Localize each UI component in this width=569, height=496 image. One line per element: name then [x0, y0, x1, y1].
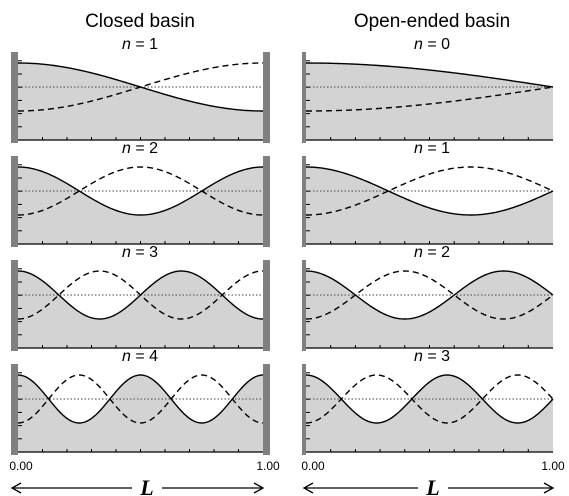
mode-symbol: n [122, 348, 131, 365]
mode-value: = 4 [131, 348, 158, 365]
surface-dashed-line [306, 86, 554, 112]
closed-mode-label: n = 2 [122, 140, 158, 157]
right-wall [263, 156, 270, 247]
mode-value: = 3 [423, 348, 450, 365]
closed-axis-start-label: 0.00 [9, 459, 33, 473]
mode-symbol: n [122, 140, 131, 157]
open-mode-label: n = 3 [414, 348, 450, 365]
open-mode-label: n = 2 [414, 244, 450, 261]
water-fill [18, 271, 263, 348]
surface-solid-line [306, 62, 554, 88]
left-wall [11, 156, 18, 247]
surface-dashed-line [305, 374, 554, 424]
left-wall [302, 52, 306, 143]
water-fill [18, 375, 263, 452]
closed-mode-label: n = 3 [122, 244, 158, 261]
surface-solid-line [305, 166, 554, 216]
mode-symbol: n [122, 244, 131, 261]
water-fill [306, 167, 553, 244]
surface-solid-line [305, 270, 554, 320]
surface-solid-line [17, 62, 264, 112]
open-mode-label: n = 0 [414, 36, 450, 53]
surface-solid-line [17, 166, 264, 216]
right-wall [263, 364, 270, 455]
water-fill [18, 63, 263, 140]
water-fill [306, 63, 553, 140]
panels: n = 1n = 2n = 3n = 4n = 0n = 1n = 2n = 3 [11, 36, 554, 455]
open-axis-end-label: 1.00 [541, 459, 565, 473]
mode-symbol: n [414, 140, 423, 157]
left-wall [302, 364, 306, 455]
surface-dashed-line [305, 270, 554, 320]
open-length-arrow [302, 482, 555, 494]
surface-solid-line [17, 270, 264, 320]
mode-value: = 1 [423, 140, 450, 157]
surface-dashed-line [17, 166, 264, 216]
closed-panel-0: n = 1 [11, 36, 270, 143]
mode-symbol: n [414, 244, 423, 261]
closed-basin-title: Closed basin [85, 11, 195, 32]
water-fill [306, 375, 553, 452]
surface-solid-line [305, 374, 554, 424]
closed-panel-2: n = 3 [11, 244, 270, 351]
open-mode-label: n = 1 [414, 140, 450, 157]
left-wall [11, 52, 18, 143]
mode-value: = 2 [423, 244, 450, 261]
surface-solid-line [17, 374, 264, 424]
closed-length-label: L [139, 475, 153, 496]
surface-dashed-line [305, 166, 554, 216]
surface-dashed-line [17, 374, 264, 424]
open-axis-start-label: 0.00 [301, 459, 325, 473]
mode-symbol: n [414, 348, 423, 365]
mode-value: = 2 [131, 140, 158, 157]
closed-length-arrow [10, 482, 265, 494]
mode-symbol: n [122, 36, 131, 53]
left-wall [11, 364, 18, 455]
left-wall [11, 260, 18, 351]
mode-value: = 3 [131, 244, 158, 261]
left-wall [302, 260, 306, 351]
water-fill [306, 271, 553, 348]
closed-panel-3: n = 4 [11, 348, 270, 455]
open-panel-3: n = 3 [302, 348, 554, 455]
open-basin-title: Open-ended basin [354, 11, 510, 32]
water-fill [18, 167, 263, 244]
right-wall [263, 260, 270, 351]
left-wall [302, 156, 306, 247]
mode-symbol: n [414, 36, 423, 53]
right-wall [263, 52, 270, 143]
closed-mode-label: n = 4 [122, 348, 158, 365]
mode-value: = 1 [131, 36, 158, 53]
open-panel-2: n = 2 [302, 244, 554, 351]
open-panel-0: n = 0 [302, 36, 554, 143]
closed-mode-label: n = 1 [122, 36, 158, 53]
closed-axis-end-label: 1.00 [256, 459, 280, 473]
mode-value: = 0 [423, 36, 450, 53]
open-panel-1: n = 1 [302, 140, 554, 247]
closed-panel-1: n = 2 [11, 140, 270, 247]
open-length-label: L [425, 475, 439, 496]
